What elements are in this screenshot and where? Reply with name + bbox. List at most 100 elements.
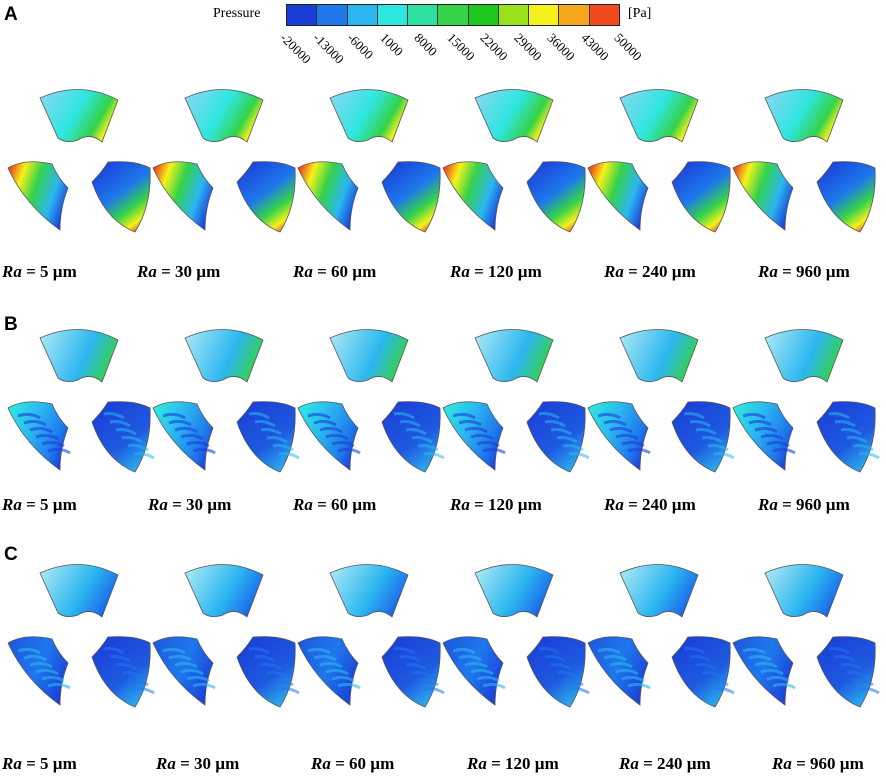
top-blade-contour	[39, 564, 119, 618]
flow-streak	[103, 647, 125, 655]
flow-streak	[550, 663, 572, 671]
flow-streak	[47, 682, 71, 690]
right-blade-contour	[671, 636, 731, 708]
flow-streak	[828, 412, 850, 420]
top-blade-contour	[764, 564, 844, 618]
panel-letter-b: B	[4, 314, 18, 335]
right-blade-contour	[236, 161, 296, 233]
right-blade-contour	[526, 636, 586, 708]
flow-streak	[840, 428, 862, 436]
flow-streak	[609, 661, 633, 669]
impeller-contour-cluster	[732, 329, 880, 473]
right-blade-contour	[91, 636, 151, 708]
right-blade-contour	[816, 636, 876, 708]
impeller-contour-cluster	[297, 329, 445, 473]
flow-streak	[337, 447, 361, 455]
flow-streak	[127, 444, 149, 452]
flow-streak	[707, 444, 729, 452]
impeller-contour-cluster	[7, 89, 151, 233]
left-blade-contour	[152, 161, 214, 231]
impeller-contour-cluster	[442, 564, 590, 708]
colorbar-swatch	[468, 5, 499, 25]
flow-streak	[174, 661, 198, 669]
flow-streak	[568, 452, 590, 460]
flow-streak	[319, 661, 343, 669]
flow-streak	[168, 419, 192, 427]
roughness-value: = 240 µm	[623, 262, 696, 281]
flow-streak	[707, 679, 729, 687]
impeller-contour-cluster	[442, 89, 586, 233]
flow-streak	[544, 655, 566, 663]
flow-streak	[683, 412, 705, 420]
flow-streak	[127, 679, 149, 687]
flow-streak	[846, 671, 868, 679]
flow-streak	[695, 428, 717, 436]
roughness-value: = 960 µm	[777, 495, 850, 514]
roughness-label: Ra = 5 µm	[2, 754, 77, 774]
top-blade-contour	[619, 329, 699, 383]
flow-streak	[423, 452, 445, 460]
flow-streak	[760, 433, 784, 441]
roughness-label: Ra = 240 µm	[604, 495, 696, 515]
flow-streak	[121, 671, 143, 679]
flow-streak	[470, 668, 494, 676]
flow-streak	[828, 647, 850, 655]
colorbar-swatch	[408, 5, 439, 25]
flow-streak	[556, 436, 578, 444]
roughness-value: = 120 µm	[469, 495, 542, 514]
left-blade-contour	[587, 161, 649, 231]
flow-streak	[748, 419, 772, 427]
flow-streak	[742, 412, 766, 420]
flow-streak	[41, 675, 65, 683]
flow-streak	[121, 436, 143, 444]
flow-streak	[23, 419, 47, 427]
flow-streak	[423, 687, 445, 695]
flow-streak	[615, 433, 639, 441]
flow-streak	[180, 668, 204, 676]
flow-streak	[621, 440, 645, 448]
right-blade-contour	[526, 401, 586, 473]
flow-streak	[272, 444, 294, 452]
roughness-label: Ra = 960 µm	[758, 262, 850, 282]
flow-streak	[325, 433, 349, 441]
flow-streak	[313, 654, 337, 662]
roughness-variable: Ra	[2, 262, 22, 281]
flow-streak	[476, 675, 500, 683]
flow-streak	[766, 675, 790, 683]
top-blade-contour	[474, 564, 554, 618]
roughness-label: Ra = 240 µm	[604, 262, 696, 282]
flow-streak	[748, 654, 772, 662]
roughness-label: Ra = 5 µm	[2, 262, 77, 282]
roughness-label: Ra = 240 µm	[619, 754, 711, 774]
roughness-variable: Ra	[311, 754, 331, 773]
flow-streak	[556, 671, 578, 679]
flow-streak	[313, 419, 337, 427]
impeller-contour-cluster	[152, 89, 296, 233]
flow-streak	[772, 682, 796, 690]
flow-streak	[615, 668, 639, 676]
flow-streak	[544, 420, 566, 428]
flow-streak	[186, 675, 210, 683]
roughness-variable: Ra	[758, 262, 778, 281]
flow-streak	[609, 426, 633, 434]
legend-unit: [Pa]	[628, 6, 652, 21]
flow-streak	[331, 675, 355, 683]
flow-streak	[562, 679, 584, 687]
flow-streak	[17, 412, 41, 420]
flow-streak	[307, 412, 331, 420]
flow-streak	[109, 420, 131, 428]
top-blade-contour	[474, 89, 554, 143]
flow-streak	[754, 661, 778, 669]
top-blade-contour	[184, 564, 264, 618]
roughness-variable: Ra	[450, 495, 470, 514]
panel-letter-a: A	[4, 4, 18, 25]
flow-streak	[846, 436, 868, 444]
colorbar-swatch	[287, 5, 318, 25]
flow-streak	[417, 444, 439, 452]
flow-streak	[754, 426, 778, 434]
flow-streak	[17, 647, 41, 655]
right-blade-contour	[526, 161, 586, 233]
roughness-value: = 960 µm	[791, 754, 864, 773]
flow-streak	[458, 654, 482, 662]
